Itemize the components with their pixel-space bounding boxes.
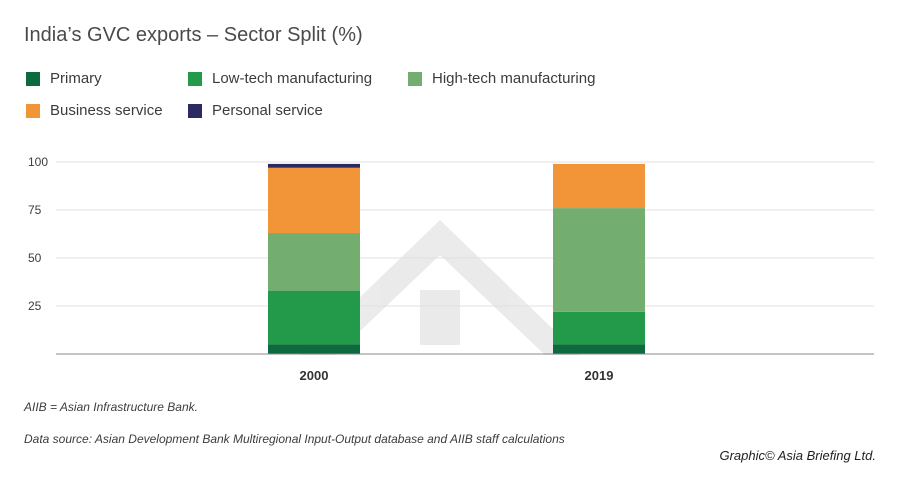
- y-tick-label: 50: [28, 251, 42, 265]
- bar-segment-2000-primary: [268, 344, 360, 354]
- legend-swatch-primary: [26, 71, 40, 86]
- gridlines: [56, 161, 874, 307]
- stacked-bar-chart: 25 50 75 100 2000 2019: [28, 155, 874, 383]
- legend-item-low-tech: Low-tech manufacturing: [188, 70, 372, 87]
- legend-label-business-service: Business service: [50, 102, 163, 119]
- legend-label-personal-service: Personal service: [212, 102, 323, 119]
- legend-swatch-high-tech: [408, 71, 422, 86]
- legend-label-high-tech: High-tech manufacturing: [432, 70, 596, 87]
- legend-item-primary: Primary: [26, 70, 102, 87]
- legend-item-business-service: Business service: [26, 102, 163, 119]
- bar-segment-2019-business-service: [553, 163, 645, 209]
- bar-segment-2019-low-tech: [553, 311, 645, 345]
- bars: [268, 163, 645, 354]
- chart-title: India’s GVC exports – Sector Split (%): [24, 24, 363, 46]
- source-note: Data source: Asian Development Bank Mult…: [24, 432, 565, 446]
- legend-item-personal-service: Personal service: [188, 102, 323, 119]
- legend-label-primary: Primary: [50, 70, 102, 87]
- y-tick-label: 25: [28, 299, 42, 313]
- bar-segment-2000-business-service: [268, 167, 360, 234]
- graphic-credit: Graphic© Asia Briefing Ltd.: [719, 448, 876, 463]
- y-tick-label: 75: [28, 203, 42, 217]
- legend-item-high-tech: High-tech manufacturing: [408, 70, 595, 87]
- x-category-label-2000: 2000: [300, 368, 329, 383]
- x-category-label-2019: 2019: [585, 368, 614, 383]
- legend-swatch-personal-service: [188, 103, 202, 118]
- legend-swatch-low-tech: [188, 71, 202, 86]
- abbreviation-note: AIIB = Asian Infrastructure Bank.: [24, 400, 198, 414]
- bar-segment-2000-low-tech: [268, 290, 360, 345]
- y-tick-label: 100: [28, 155, 48, 169]
- bar-segment-2019-primary: [553, 344, 645, 354]
- bar-segment-2000-high-tech: [268, 233, 360, 291]
- x-category-labels: 2000 2019: [300, 368, 614, 383]
- legend-label-low-tech: Low-tech manufacturing: [212, 70, 373, 87]
- legend-swatch-business-service: [26, 103, 40, 118]
- watermark-logo: [300, 220, 580, 355]
- bar-segment-2000-personal-service: [268, 163, 360, 168]
- bar-segment-2019-high-tech: [553, 208, 645, 312]
- y-tick-labels: 25 50 75 100: [28, 155, 48, 313]
